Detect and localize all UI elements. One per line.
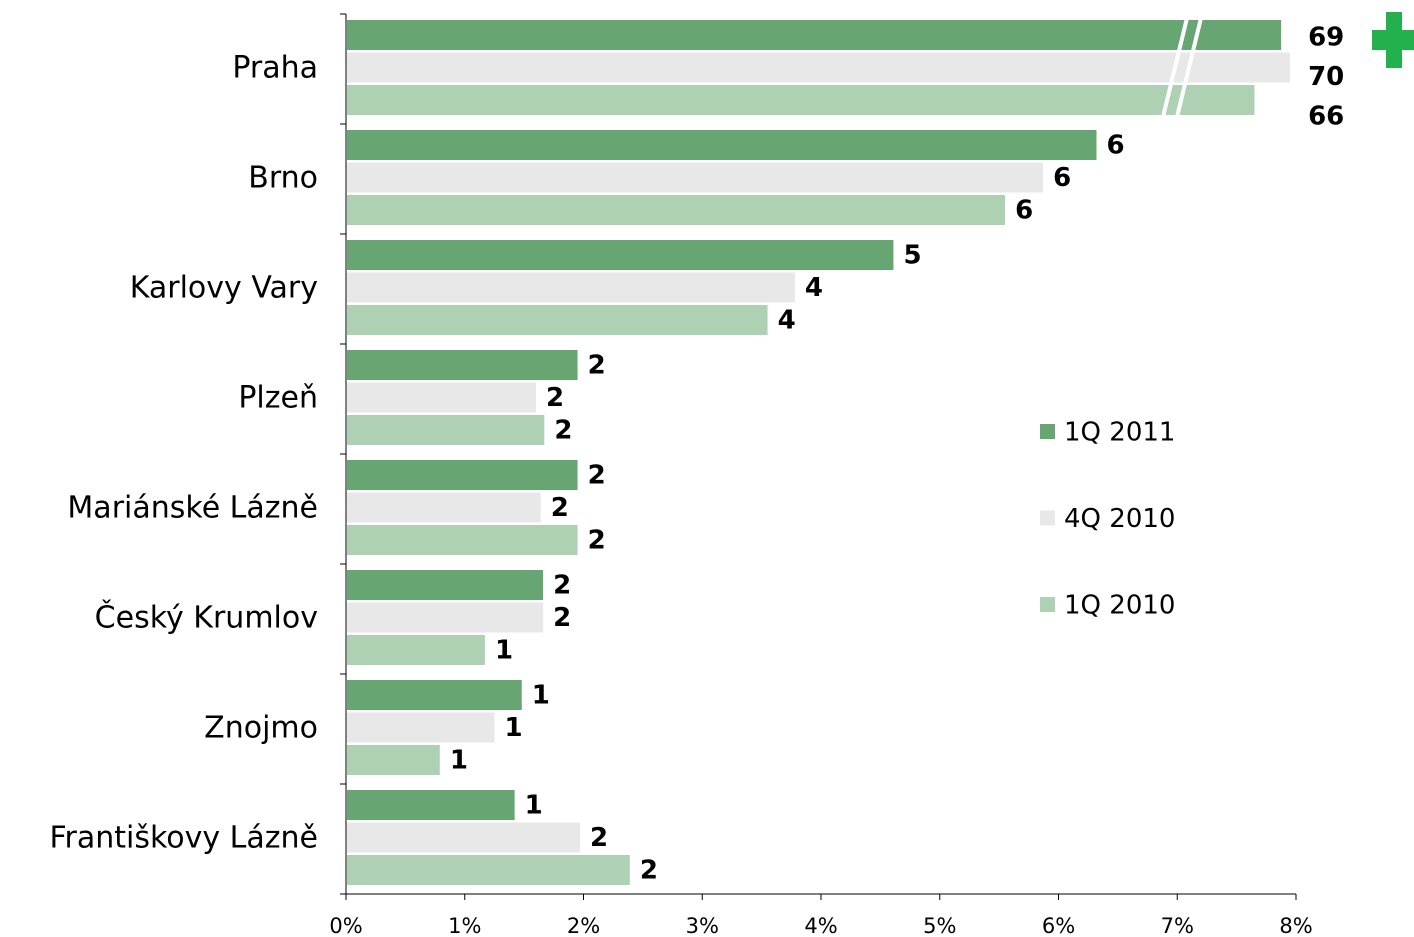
bar bbox=[347, 525, 578, 555]
bar bbox=[347, 272, 795, 303]
value-label: 1 bbox=[495, 636, 513, 666]
x-tick-label: 3% bbox=[686, 914, 719, 937]
bar bbox=[347, 712, 495, 743]
value-label: 1 bbox=[504, 713, 522, 743]
x-tick-label: 8% bbox=[1279, 914, 1312, 937]
x-tick-label: 6% bbox=[1042, 914, 1075, 937]
plus-icon bbox=[1372, 12, 1414, 68]
category-label: Plzeň bbox=[238, 381, 318, 416]
category-label: Mariánské Lázně bbox=[67, 491, 318, 526]
value-label: 5 bbox=[903, 241, 921, 271]
bar bbox=[347, 602, 544, 633]
category-label: Znojmo bbox=[204, 711, 318, 746]
legend-label: 4Q 2010 bbox=[1064, 504, 1175, 534]
bar bbox=[347, 492, 541, 523]
bar bbox=[347, 382, 536, 413]
bar bbox=[347, 635, 485, 665]
value-label: 2 bbox=[590, 823, 608, 853]
value-label: 2 bbox=[640, 856, 658, 886]
legend-label: 1Q 2011 bbox=[1064, 418, 1175, 448]
bar bbox=[347, 855, 630, 885]
value-label: 2 bbox=[551, 493, 569, 523]
category-label: Český Krumlov bbox=[95, 599, 318, 636]
bar bbox=[347, 240, 894, 270]
x-tick-label: 7% bbox=[1161, 914, 1194, 937]
x-tick-label: 1% bbox=[448, 914, 481, 937]
bar bbox=[347, 52, 1291, 83]
bar bbox=[347, 745, 440, 775]
bar bbox=[347, 680, 522, 710]
value-label: 1 bbox=[532, 681, 550, 711]
bar bbox=[347, 162, 1044, 193]
value-label: 1 bbox=[450, 746, 468, 776]
value-label: 2 bbox=[553, 603, 571, 633]
category-label: Brno bbox=[248, 161, 318, 196]
axis-break bbox=[1175, 17, 1203, 118]
value-label: 6 bbox=[1107, 131, 1125, 161]
value-label: 4 bbox=[778, 306, 796, 336]
legend-swatch bbox=[1040, 597, 1055, 612]
value-label: 2 bbox=[554, 416, 572, 446]
value-label: 66 bbox=[1308, 102, 1344, 132]
value-label: 2 bbox=[588, 526, 606, 556]
bar bbox=[347, 570, 544, 600]
value-label: 69 bbox=[1308, 23, 1344, 53]
x-tick-label: 2% bbox=[567, 914, 600, 937]
legend-swatch bbox=[1040, 510, 1055, 526]
bar bbox=[347, 790, 515, 820]
value-label: 2 bbox=[546, 383, 564, 413]
category-label: Praha bbox=[232, 51, 318, 86]
category-label: Karlovy Vary bbox=[130, 271, 318, 306]
value-label: 2 bbox=[553, 571, 571, 601]
value-label: 6 bbox=[1053, 163, 1071, 193]
category-label: Františkovy Lázně bbox=[49, 821, 318, 856]
bar bbox=[347, 350, 578, 380]
bar bbox=[347, 85, 1255, 115]
value-label: 4 bbox=[805, 273, 823, 303]
value-label: 1 bbox=[525, 791, 543, 821]
legend-label: 1Q 2010 bbox=[1064, 591, 1175, 621]
value-label: 2 bbox=[588, 461, 606, 491]
x-tick-label: 5% bbox=[923, 914, 956, 937]
bar bbox=[347, 460, 578, 490]
legend-swatch bbox=[1040, 424, 1055, 439]
bar bbox=[347, 195, 1006, 225]
bar bbox=[347, 822, 580, 853]
x-tick-label: 4% bbox=[804, 914, 837, 937]
x-tick-label: 0% bbox=[329, 914, 362, 937]
bar bbox=[347, 415, 545, 445]
value-label: 6 bbox=[1015, 196, 1033, 226]
value-label: 2 bbox=[588, 351, 606, 381]
bar bbox=[347, 20, 1282, 50]
bar bbox=[347, 305, 768, 335]
bar bbox=[347, 130, 1097, 160]
value-label: 70 bbox=[1308, 62, 1344, 92]
axis-break bbox=[1161, 17, 1189, 118]
